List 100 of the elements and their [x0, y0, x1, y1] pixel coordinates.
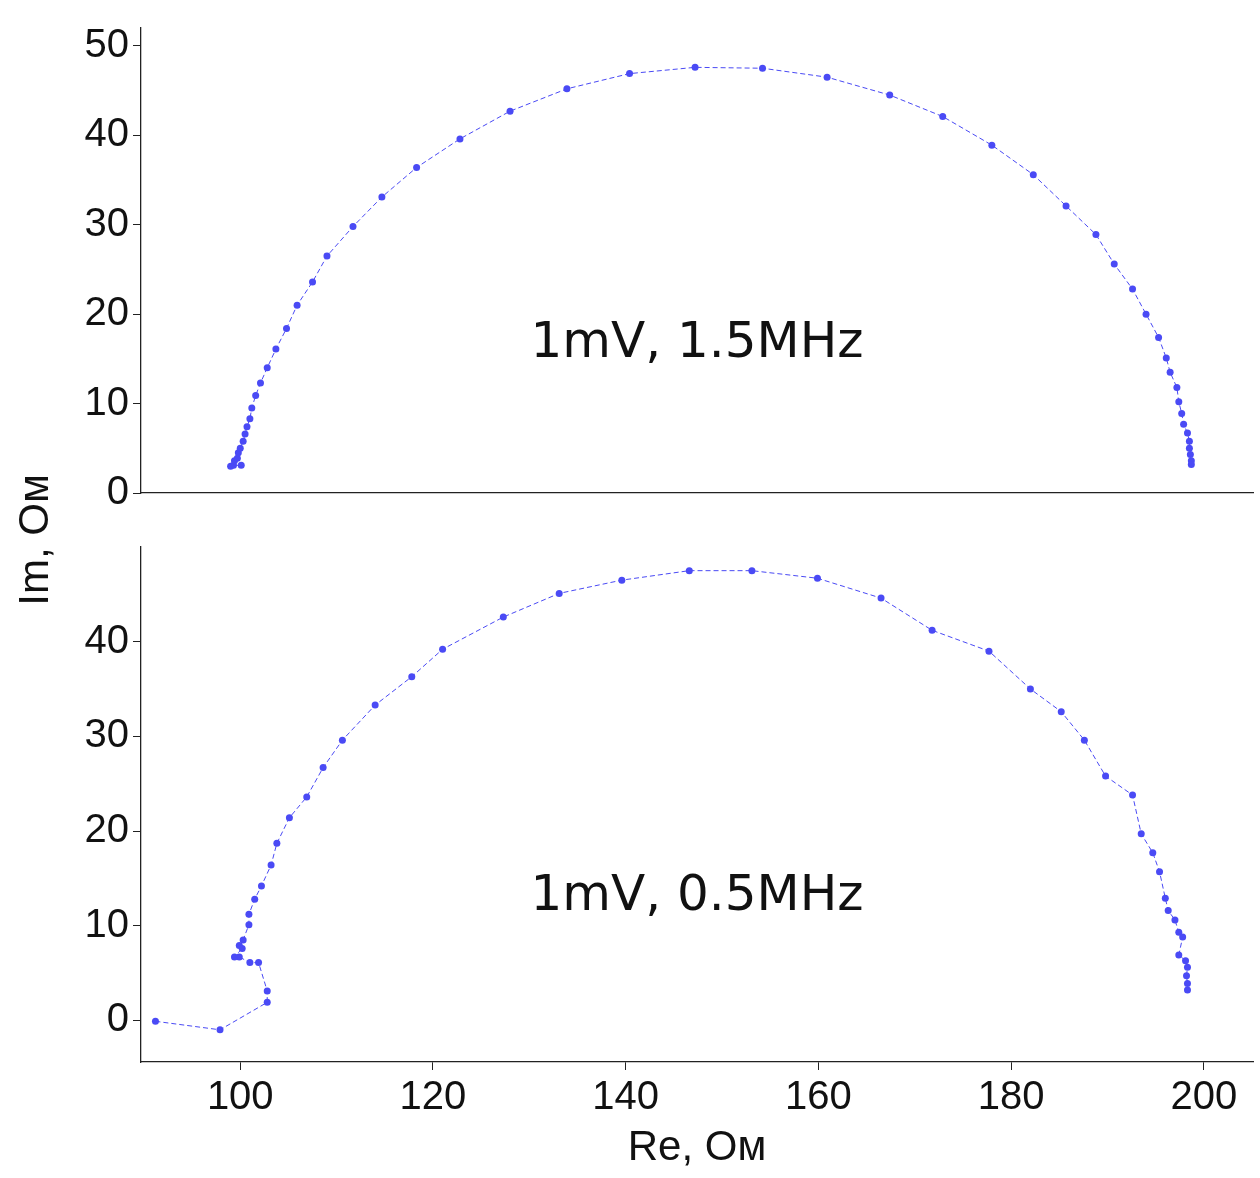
point — [1173, 383, 1181, 391]
point — [1179, 933, 1187, 941]
point — [245, 910, 253, 918]
point — [1149, 849, 1157, 857]
point — [285, 814, 293, 822]
point — [1162, 354, 1170, 362]
point — [303, 793, 311, 801]
point — [273, 839, 281, 847]
point — [338, 736, 346, 744]
point — [309, 278, 317, 286]
point — [563, 85, 571, 93]
point — [626, 70, 634, 78]
point — [685, 567, 693, 575]
point — [257, 882, 265, 890]
point — [319, 764, 327, 772]
y-tick-label: 20 — [84, 806, 129, 851]
point — [1080, 736, 1088, 744]
point — [618, 576, 626, 584]
point — [813, 574, 821, 582]
point — [248, 404, 256, 412]
point — [246, 959, 254, 967]
point — [408, 673, 416, 681]
point — [237, 461, 245, 469]
point — [246, 415, 254, 423]
y-tick-label: 40 — [84, 110, 129, 155]
point — [886, 91, 894, 99]
point — [349, 223, 357, 231]
point — [988, 141, 996, 149]
x-tick-label: 120 — [399, 1073, 467, 1118]
point — [1183, 979, 1191, 987]
point — [1166, 368, 1174, 376]
point — [1156, 868, 1164, 876]
point — [823, 73, 831, 81]
point — [1183, 986, 1191, 994]
y-tick-label: 10 — [84, 900, 129, 945]
point — [252, 392, 260, 400]
point — [1137, 830, 1145, 838]
point — [456, 135, 464, 143]
point — [1110, 260, 1118, 268]
point — [1142, 310, 1150, 318]
y-tick-label: 10 — [84, 378, 129, 423]
point — [255, 959, 263, 967]
point — [378, 193, 386, 201]
point — [1026, 685, 1034, 693]
point — [1102, 772, 1110, 780]
point — [263, 364, 271, 372]
point — [1183, 963, 1191, 971]
point — [323, 252, 331, 260]
y-axis-title: Im, Ом — [10, 474, 58, 606]
point — [216, 1026, 224, 1034]
point — [239, 437, 247, 445]
point — [499, 613, 507, 621]
point — [877, 594, 885, 602]
point — [151, 1017, 159, 1025]
point — [1029, 171, 1037, 179]
point — [243, 423, 251, 431]
point — [1155, 333, 1163, 341]
x-tick-label: 200 — [1170, 1073, 1238, 1118]
point — [1186, 451, 1194, 459]
point — [555, 589, 563, 597]
point — [939, 113, 947, 121]
y-tick-label: 0 — [106, 995, 129, 1040]
point — [1183, 972, 1191, 980]
point — [1185, 444, 1193, 452]
point — [371, 701, 379, 709]
point — [263, 987, 271, 995]
point — [691, 63, 699, 71]
y-tick-label: 30 — [84, 199, 129, 244]
annotation: 1mV, 0.5MHz — [530, 864, 864, 923]
point — [1180, 420, 1188, 428]
y-tick-label: 40 — [84, 616, 129, 661]
point — [985, 647, 993, 655]
x-axis-title: Re, Ом — [627, 1122, 767, 1170]
point — [1171, 916, 1179, 924]
point — [251, 895, 259, 903]
point — [1062, 202, 1070, 210]
point — [439, 645, 447, 653]
x-tick-label: 140 — [592, 1073, 660, 1118]
point — [506, 107, 514, 115]
y-tick-label: 0 — [106, 468, 129, 513]
point — [1175, 398, 1183, 406]
point — [1164, 907, 1172, 915]
point — [1129, 285, 1137, 293]
point — [1161, 894, 1169, 902]
point — [1057, 708, 1065, 716]
point — [1183, 429, 1191, 437]
point — [1092, 231, 1100, 239]
point — [1175, 928, 1183, 936]
point — [263, 998, 271, 1006]
annotation: 1mV, 1.5MHz — [530, 311, 864, 370]
point — [230, 953, 238, 961]
point — [1185, 437, 1193, 445]
point — [1178, 409, 1186, 417]
x-tick-label: 100 — [206, 1073, 274, 1118]
y-tick-label: 20 — [84, 289, 129, 334]
y-tick-label: 30 — [84, 711, 129, 756]
y-tick-label: 50 — [84, 20, 129, 65]
point — [236, 444, 244, 452]
point — [283, 324, 290, 332]
point — [1182, 957, 1190, 965]
